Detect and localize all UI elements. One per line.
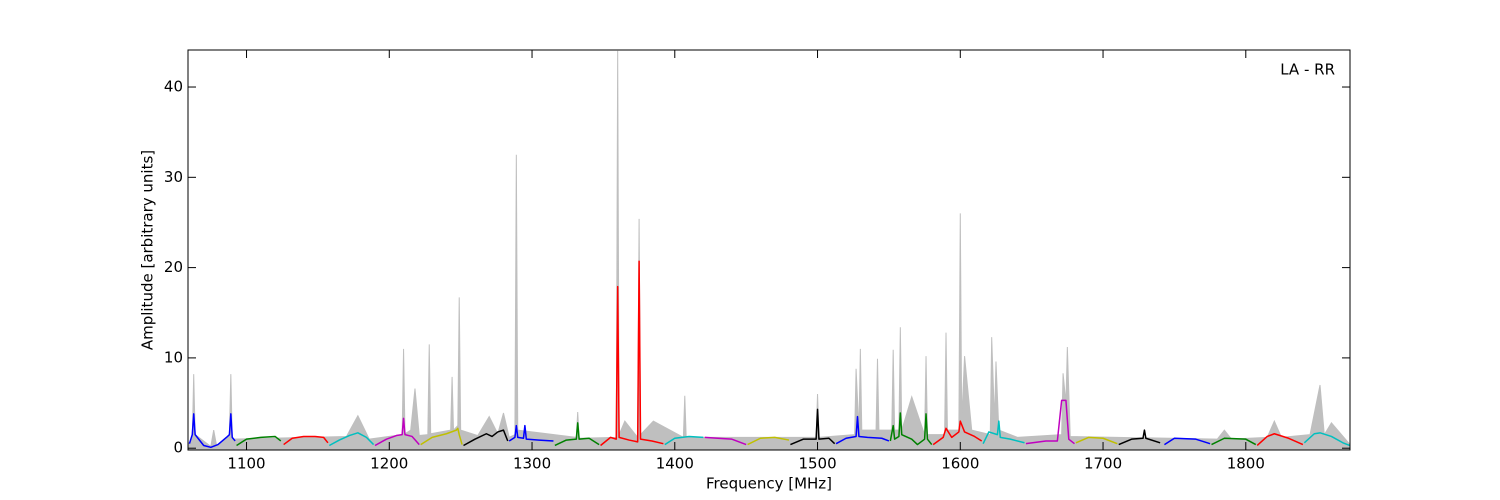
x-tick-label: 1400: [656, 455, 694, 473]
y-tick-label: 10: [164, 348, 183, 366]
series-line: [1075, 436, 1118, 445]
series-line: [1303, 432, 1350, 447]
series-line: [1025, 399, 1075, 445]
y-axis-label: Amplitude [arbitrary units]: [139, 150, 157, 350]
series-line: [932, 420, 983, 446]
series-line: [374, 417, 420, 447]
series-line: [790, 408, 836, 446]
plot-frame: [187, 49, 1351, 451]
series-line: [328, 432, 375, 447]
y-tick-label: 40: [164, 78, 183, 96]
series-line: [704, 436, 747, 446]
series-area: [188, 50, 1350, 450]
plot-area: [188, 50, 1350, 450]
series-line: [1118, 429, 1161, 446]
series-line: [236, 435, 282, 447]
series-line: [747, 436, 790, 446]
x-tick-label: 1200: [370, 455, 408, 473]
series-line: [463, 429, 509, 447]
x-tick-label: 1100: [227, 455, 265, 473]
x-tick-label: 1700: [1084, 455, 1122, 473]
y-tick-label: 20: [164, 258, 183, 276]
series-line: [508, 424, 554, 442]
series-line: [982, 420, 1025, 445]
x-tick-label: 1800: [1227, 455, 1265, 473]
y-tick-label: 30: [164, 168, 183, 186]
x-axis-label: Frequency [MHz]: [706, 475, 832, 493]
x-tick-label: 1600: [941, 455, 979, 473]
series-line: [1164, 437, 1211, 446]
series-line: [554, 422, 600, 447]
series-line: [420, 427, 463, 446]
series-line: [1211, 437, 1257, 446]
series-line: [835, 415, 890, 445]
annotation: LA - RR: [1280, 61, 1335, 79]
series-line: [188, 413, 236, 449]
series-line: [889, 412, 933, 446]
y-tick-label: 0: [173, 439, 183, 457]
series-line: [664, 435, 704, 446]
x-tick-label: 1500: [798, 455, 836, 473]
series-line: [1256, 433, 1304, 447]
series-line: [283, 435, 329, 446]
x-tick-label: 1300: [513, 455, 551, 473]
series-line: [600, 260, 664, 447]
